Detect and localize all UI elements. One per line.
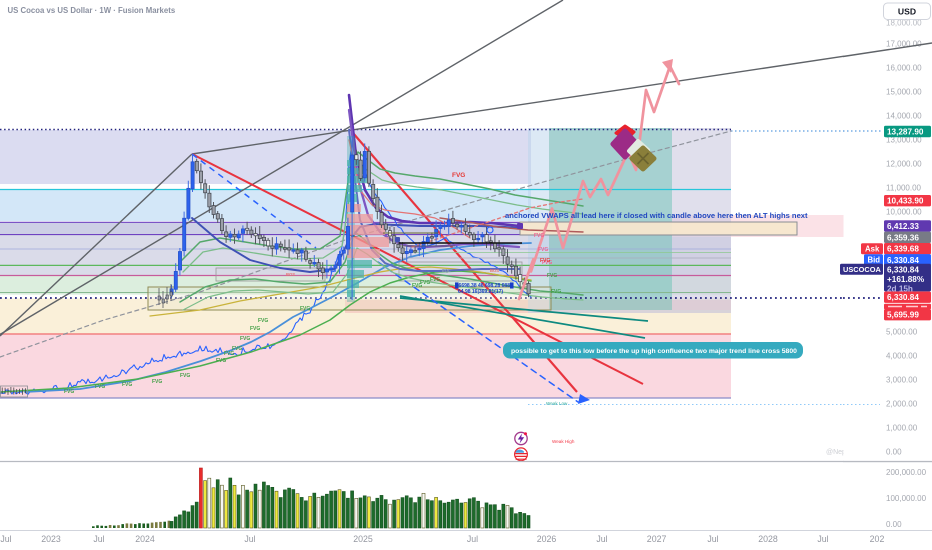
svg-text:5,000.00: 5,000.00: [886, 328, 918, 337]
svg-text:15,000.00: 15,000.00: [886, 88, 922, 97]
svg-text:Bid: Bid: [868, 256, 881, 265]
svg-text:6,339.68: 6,339.68: [887, 245, 919, 254]
svg-text:2028: 2028: [758, 534, 778, 544]
svg-text:14,000.00: 14,000.00: [886, 112, 922, 121]
svg-text:2025: 2025: [353, 534, 373, 544]
svg-text:FVG: FVG: [534, 233, 544, 239]
svg-text:FVG: FVG: [250, 326, 260, 332]
svg-text:FVG: FVG: [542, 260, 552, 266]
svg-text:200,000.00: 200,000.00: [886, 468, 927, 477]
svg-text:FVG: FVG: [300, 306, 310, 312]
svg-text:13,287.90: 13,287.90: [887, 128, 924, 137]
svg-text:64.98 16|369.81(17): 64.98 16|369.81(17): [458, 289, 503, 295]
svg-text:FVG: FVG: [64, 389, 74, 395]
svg-text:FVG: FVG: [232, 346, 242, 352]
svg-text:USD: USD: [898, 7, 916, 17]
svg-text:Jul: Jul: [467, 534, 478, 544]
svg-text:FVG: FVG: [258, 318, 268, 324]
svg-text:17,000.00: 17,000.00: [886, 40, 922, 49]
svg-text:11,000.00: 11,000.00: [886, 184, 922, 193]
svg-text:2027: 2027: [647, 534, 667, 544]
svg-text:Jul: Jul: [596, 534, 607, 544]
svg-text:EQL: EQL: [442, 268, 451, 273]
svg-text:2023: 2023: [41, 534, 61, 544]
svg-text:2,000.00: 2,000.00: [886, 400, 918, 409]
svg-text:FVG: FVG: [420, 280, 430, 286]
svg-text:FVG: FVG: [240, 336, 250, 342]
svg-text:18,000.00: 18,000.00: [886, 19, 922, 28]
svg-text:FVG: FVG: [452, 172, 465, 179]
svg-text:FVG: FVG: [538, 247, 548, 253]
svg-text:Jul: Jul: [0, 534, 11, 544]
svg-text:10,433.90: 10,433.90: [887, 197, 924, 206]
svg-text:202: 202: [870, 534, 885, 544]
svg-text:Jul: Jul: [817, 534, 828, 544]
svg-text:6,330.84: 6,330.84: [887, 256, 919, 265]
svg-text:2d 15h: 2d 15h: [887, 284, 913, 293]
svg-text:+161.88%: +161.88%: [887, 275, 925, 284]
svg-text:Weak High: Weak High: [552, 439, 575, 444]
svg-text:1,000.00: 1,000.00: [886, 424, 918, 433]
svg-text:FVG: FVG: [152, 379, 162, 385]
svg-text:5,695.99: 5,695.99: [887, 311, 919, 320]
svg-text:USCOCOA: USCOCOA: [843, 265, 881, 274]
svg-text:FVG: FVG: [122, 382, 132, 388]
svg-text:4,000.00: 4,000.00: [886, 352, 918, 361]
svg-text:100,000.00: 100,000.00: [886, 494, 927, 503]
svg-text:6,330.84: 6,330.84: [887, 266, 919, 275]
svg-text:13,000.00: 13,000.00: [886, 136, 922, 145]
svg-text:0.00: 0.00: [886, 520, 902, 529]
svg-text:US Cocoa vs US Dollar · 1W · F: US Cocoa vs US Dollar · 1W · Fusion Mark…: [8, 6, 176, 15]
svg-text:6,359.36: 6,359.36: [887, 233, 919, 242]
svg-text:10,000.00: 10,000.00: [886, 208, 922, 217]
svg-text:2024: 2024: [135, 534, 155, 544]
svg-text:Weak Low: Weak Low: [546, 401, 568, 406]
svg-text:Jul: Jul: [93, 534, 104, 544]
svg-text:0.00: 0.00: [886, 448, 902, 457]
svg-text:BOS: BOS: [286, 272, 295, 277]
svg-text:2026: 2026: [537, 534, 557, 544]
svg-text:6,412.33: 6,412.33: [887, 222, 919, 231]
svg-text:6,330.84: 6,330.84: [887, 293, 919, 302]
svg-text:Jul: Jul: [244, 534, 255, 544]
svg-text:12,000.00: 12,000.00: [886, 160, 922, 169]
svg-text:FVG: FVG: [180, 373, 190, 379]
svg-text:anchored VWAPS all lead here i: anchored VWAPS all lead here if closed w…: [505, 211, 808, 220]
svg-text:FVG: FVG: [224, 351, 234, 357]
svg-text:FVG: FVG: [540, 258, 550, 264]
svg-text:FVG: FVG: [430, 277, 440, 283]
svg-text:16,000.00: 16,000.00: [886, 64, 922, 73]
svg-text:Jul: Jul: [707, 534, 718, 544]
svg-text:█6698.38 46 698.28 688█: █6698.38 46 698.28 688█: [455, 282, 514, 289]
svg-text:possible to get to this low be: possible to get to this low before the u…: [511, 348, 797, 355]
svg-text:FVG: FVG: [547, 273, 557, 279]
svg-text:FVG: FVG: [412, 283, 422, 289]
svg-text:3,000.00: 3,000.00: [886, 376, 918, 385]
svg-text:FVG: FVG: [551, 289, 561, 295]
svg-text:FVG: FVG: [216, 358, 226, 364]
svg-text:BOS: BOS: [490, 268, 499, 273]
svg-text:FVG: FVG: [95, 384, 105, 390]
svg-text:Ask: Ask: [865, 245, 880, 254]
